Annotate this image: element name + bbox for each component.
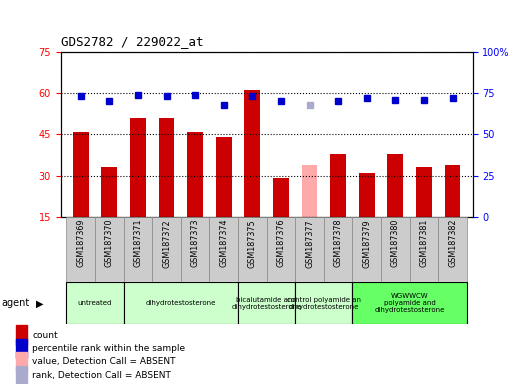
Bar — [244, 90, 260, 217]
Bar — [324, 217, 353, 282]
Text: bicalutamide and
dihydrotestosterone: bicalutamide and dihydrotestosterone — [231, 297, 302, 310]
Bar — [159, 118, 174, 217]
Bar — [216, 137, 232, 217]
Text: GSM187371: GSM187371 — [134, 219, 143, 267]
Bar — [95, 217, 124, 282]
Text: GSM187372: GSM187372 — [162, 219, 171, 268]
Text: count: count — [32, 331, 58, 339]
Bar — [353, 282, 467, 324]
Text: GSM187382: GSM187382 — [448, 219, 457, 267]
Text: GSM187373: GSM187373 — [191, 219, 200, 267]
Bar — [124, 282, 238, 324]
Text: GDS2782 / 229022_at: GDS2782 / 229022_at — [61, 35, 203, 48]
Text: GSM187380: GSM187380 — [391, 219, 400, 267]
Text: dihydrotestosterone: dihydrotestosterone — [146, 300, 216, 306]
Bar — [416, 167, 432, 217]
Text: rank, Detection Call = ABSENT: rank, Detection Call = ABSENT — [32, 371, 171, 380]
Text: percentile rank within the sample: percentile rank within the sample — [32, 344, 185, 353]
Bar — [16, 352, 27, 372]
Bar — [267, 217, 295, 282]
Bar — [124, 217, 152, 282]
Bar — [410, 217, 438, 282]
Bar — [187, 132, 203, 217]
Text: agent: agent — [1, 298, 30, 308]
Bar — [67, 217, 95, 282]
Text: GSM187381: GSM187381 — [419, 219, 428, 267]
Bar — [67, 282, 124, 324]
Bar — [73, 132, 89, 217]
Bar — [445, 165, 460, 217]
Bar — [388, 154, 403, 217]
Bar — [152, 217, 181, 282]
Text: GSM187370: GSM187370 — [105, 219, 114, 267]
Text: GSM187375: GSM187375 — [248, 219, 257, 268]
Bar — [331, 154, 346, 217]
Bar — [438, 217, 467, 282]
Bar — [130, 118, 146, 217]
Text: GSM187369: GSM187369 — [76, 219, 85, 267]
Text: GSM187378: GSM187378 — [334, 219, 343, 267]
Text: GSM187379: GSM187379 — [362, 219, 371, 268]
Text: GSM187374: GSM187374 — [219, 219, 228, 267]
Bar — [295, 217, 324, 282]
Bar — [238, 217, 267, 282]
Bar — [295, 282, 353, 324]
Bar — [16, 366, 27, 384]
Bar — [101, 167, 117, 217]
Bar — [16, 339, 27, 358]
Bar — [301, 165, 317, 217]
Text: untreated: untreated — [78, 300, 112, 306]
Text: control polyamide an
dihydrotestosterone: control polyamide an dihydrotestosterone — [287, 297, 361, 310]
Text: GSM187376: GSM187376 — [277, 219, 286, 267]
Text: ▶: ▶ — [36, 298, 43, 308]
Bar — [238, 282, 295, 324]
Bar — [359, 173, 374, 217]
Bar — [273, 179, 289, 217]
Bar — [210, 217, 238, 282]
Bar — [16, 325, 27, 345]
Bar — [181, 217, 210, 282]
Bar — [353, 217, 381, 282]
Text: value, Detection Call = ABSENT: value, Detection Call = ABSENT — [32, 358, 176, 366]
Bar — [381, 217, 410, 282]
Text: WGWWCW
polyamide and
dihydrotestosterone: WGWWCW polyamide and dihydrotestosterone — [374, 293, 445, 313]
Text: GSM187377: GSM187377 — [305, 219, 314, 268]
